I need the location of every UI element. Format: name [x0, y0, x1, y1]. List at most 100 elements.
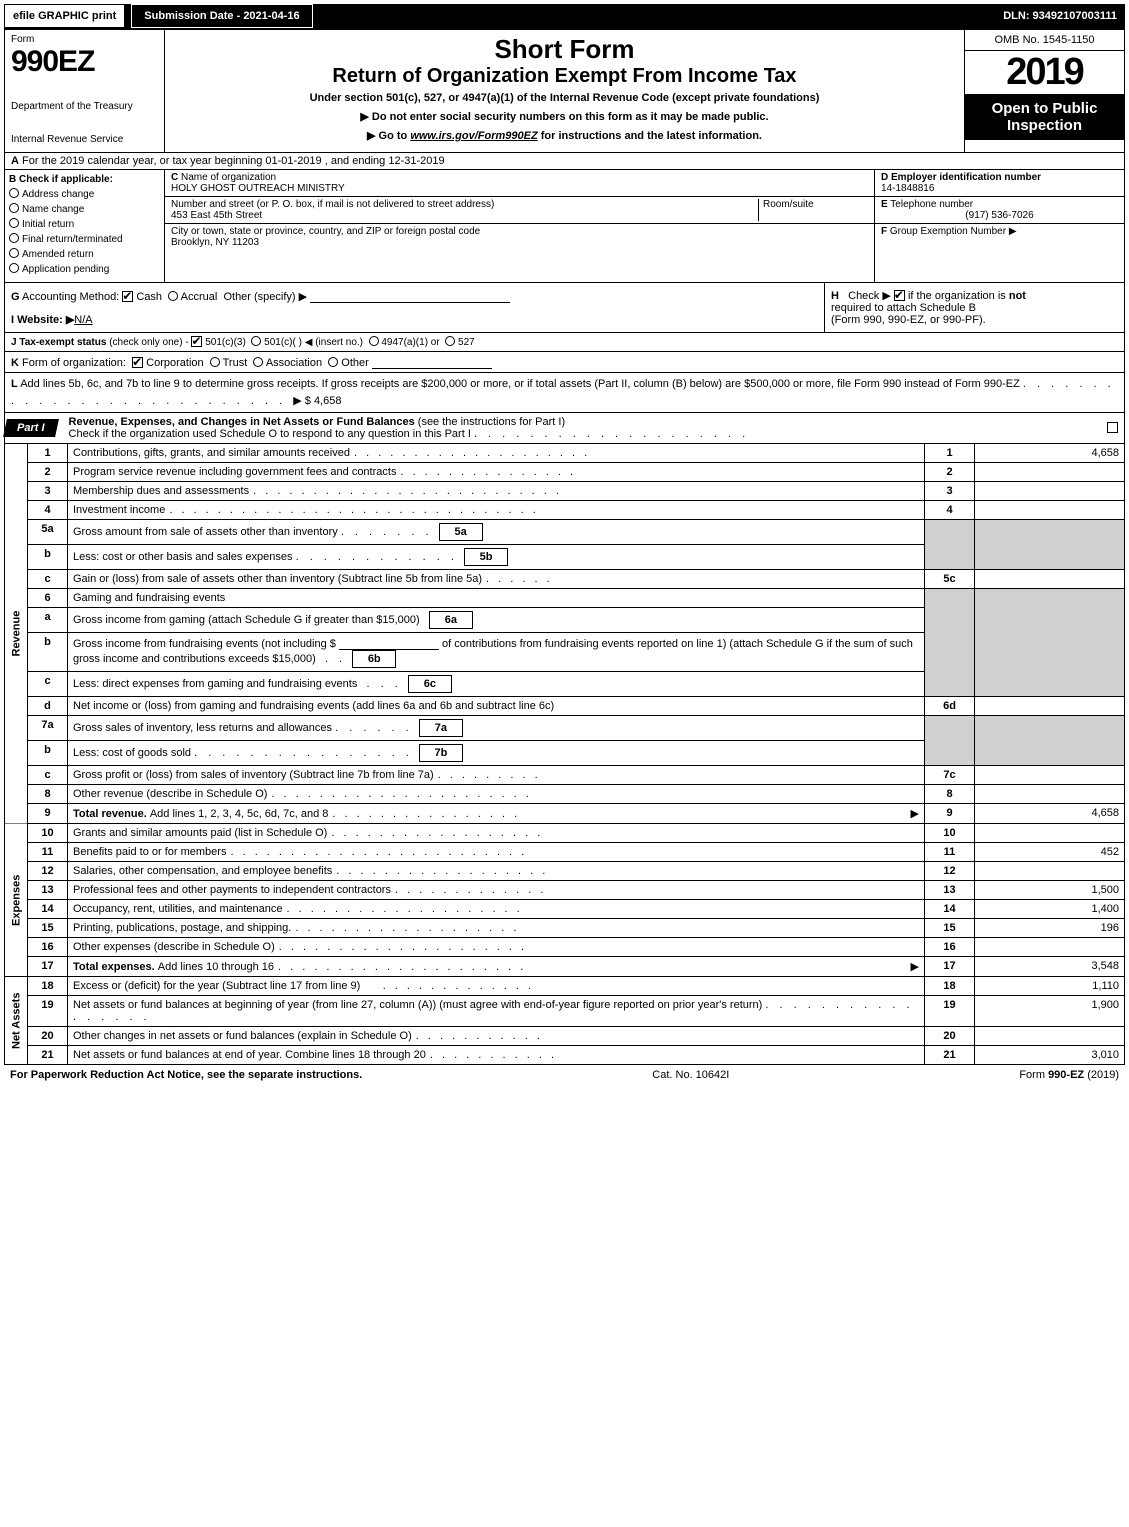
dots: . . . . . . . . . . . . . . . . . . . . [474, 428, 749, 440]
line-boxnum: 7c [925, 766, 975, 785]
desc-text: Gross income from fundraising events (no… [73, 638, 336, 650]
desc-text: Professional fees and other payments to … [73, 884, 391, 896]
line-j: J Tax-exempt status (check only one) - 5… [4, 333, 1125, 352]
c-label: C [171, 172, 178, 183]
line-num: 21 [28, 1046, 68, 1065]
desc-text: Gross amount from sale of assets other t… [73, 526, 338, 538]
k-o4: Other [341, 357, 369, 369]
line-num: 15 [28, 919, 68, 938]
footer-form-year: (2019) [1084, 1069, 1119, 1081]
no-ssn-note: ▶ Do not enter social security numbers o… [173, 110, 956, 123]
dots: . . . [367, 678, 402, 690]
website-value: N/A [74, 314, 92, 326]
line-desc: Other changes in net assets or fund bala… [68, 1027, 925, 1046]
line-num: c [28, 672, 68, 697]
f-lbl: Group Exemption Number [890, 226, 1006, 237]
efile-print-button[interactable]: efile GRAPHIC print [4, 4, 125, 28]
opt-final-return[interactable]: Final return/terminated [9, 233, 160, 245]
desc-text: Investment income [73, 504, 165, 516]
accrual-label: Accrual [181, 291, 218, 303]
line-desc: Net assets or fund balances at beginning… [68, 996, 925, 1027]
h-text1: Check ▶ [848, 290, 891, 302]
desc-text: Gross income from gaming (attach Schedul… [73, 614, 420, 626]
opt-address-change[interactable]: Address change [9, 188, 160, 200]
dots: . . . . . . . . . . . . . . . . . . . . … [226, 846, 919, 858]
line-num: 5a [28, 520, 68, 545]
line-boxnum: 8 [925, 785, 975, 804]
opt-name-change[interactable]: Name change [9, 203, 160, 215]
tax-year: 2019 [965, 51, 1124, 94]
opt-label: Address change [22, 189, 94, 200]
l-label: L [11, 378, 18, 390]
line-desc: Gross sales of inventory, less returns a… [68, 716, 925, 741]
desc-text: Excess or (deficit) for the year (Subtra… [73, 980, 360, 992]
f-arrow: ▶ [1009, 226, 1017, 237]
line-num: c [28, 570, 68, 589]
circle-icon[interactable] [445, 336, 455, 346]
l-text: Add lines 5b, 6c, and 7b to line 9 to de… [20, 378, 1020, 390]
goto-post: for instructions and the latest informat… [538, 130, 762, 142]
opt-amended-return[interactable]: Amended return [9, 248, 160, 260]
website-label: Website: ▶ [17, 314, 74, 326]
line-boxnum: 16 [925, 938, 975, 957]
footer-catalog: Cat. No. 10642I [362, 1069, 1019, 1081]
line-amount [975, 824, 1125, 843]
desc-text2: Add lines 1, 2, 3, 4, 5c, 6d, 7c, and 8 [150, 808, 329, 820]
opt-label: Amended return [22, 249, 94, 260]
line-amount [975, 501, 1125, 520]
line-amount: 196 [975, 919, 1125, 938]
dots: . . . . . . . . . . . . . . . . . . . [291, 922, 919, 934]
desc-text: Benefits paid to or for members [73, 846, 226, 858]
opt-application-pending[interactable]: Application pending [9, 263, 160, 275]
under-section: Under section 501(c), 527, or 4947(a)(1)… [173, 92, 956, 104]
checkbox-cash[interactable] [122, 291, 133, 302]
inner-box: 7b [419, 744, 463, 762]
financial-table: Revenue 1 Contributions, gifts, grants, … [4, 444, 1125, 1065]
inner-box: 6a [429, 611, 473, 629]
checkbox-schedule-o[interactable] [1107, 422, 1118, 433]
phone-value: (917) 536-7026 [965, 210, 1033, 221]
shade-cell [975, 589, 1125, 697]
circle-icon [9, 233, 19, 243]
checkbox-501c3[interactable] [191, 336, 202, 347]
irs-link[interactable]: www.irs.gov/Form990EZ [410, 130, 537, 142]
desc-text: Less: cost of goods sold [73, 747, 191, 759]
header-right: OMB No. 1545-1150 2019 Open to Public In… [964, 30, 1124, 152]
line-boxnum: 19 [925, 996, 975, 1027]
dots: . . . . . . . . . . . . . . . [396, 466, 919, 478]
shade-cell [925, 520, 975, 570]
opt-initial-return[interactable]: Initial return [9, 218, 160, 230]
dln: DLN: 93492107003111 [1003, 10, 1125, 22]
city-val: Brooklyn, NY 11203 [171, 237, 259, 248]
circle-icon[interactable] [251, 336, 261, 346]
circle-icon[interactable] [253, 357, 263, 367]
circle-icon[interactable] [328, 357, 338, 367]
circle-icon[interactable] [210, 357, 220, 367]
line-desc: Grants and similar amounts paid (list in… [68, 824, 925, 843]
e-lbl: Telephone number [890, 199, 973, 210]
shade-cell [975, 520, 1125, 570]
circle-icon[interactable] [369, 336, 379, 346]
line-num: c [28, 766, 68, 785]
line-boxnum: 13 [925, 881, 975, 900]
line-boxnum: 10 [925, 824, 975, 843]
other-specify-input[interactable] [310, 289, 510, 303]
part1-checkbox-wrap [1107, 422, 1124, 434]
dots: . . . . . . . . . . . . . [379, 980, 919, 992]
cash-label: Cash [136, 291, 162, 303]
desc-text: Other expenses (describe in Schedule O) [73, 941, 275, 953]
line-desc: Benefits paid to or for members. . . . .… [68, 843, 925, 862]
line-desc: Other revenue (describe in Schedule O). … [68, 785, 925, 804]
dots: . . . . . . [482, 573, 919, 585]
checkbox-schedule-b[interactable] [894, 290, 905, 301]
desc-text: Other changes in net assets or fund bala… [73, 1030, 412, 1042]
circle-icon[interactable] [168, 291, 178, 301]
part1-checkline: Check if the organization used Schedule … [69, 428, 471, 440]
footer-left: For Paperwork Reduction Act Notice, see … [10, 1069, 362, 1081]
omb-number: OMB No. 1545-1150 [965, 30, 1124, 51]
amount-input[interactable] [339, 636, 439, 650]
line-boxnum: 9 [925, 804, 975, 824]
ein-value: 14-1848816 [881, 183, 934, 194]
checkbox-corporation[interactable] [132, 357, 143, 368]
other-org-input[interactable] [372, 355, 492, 369]
